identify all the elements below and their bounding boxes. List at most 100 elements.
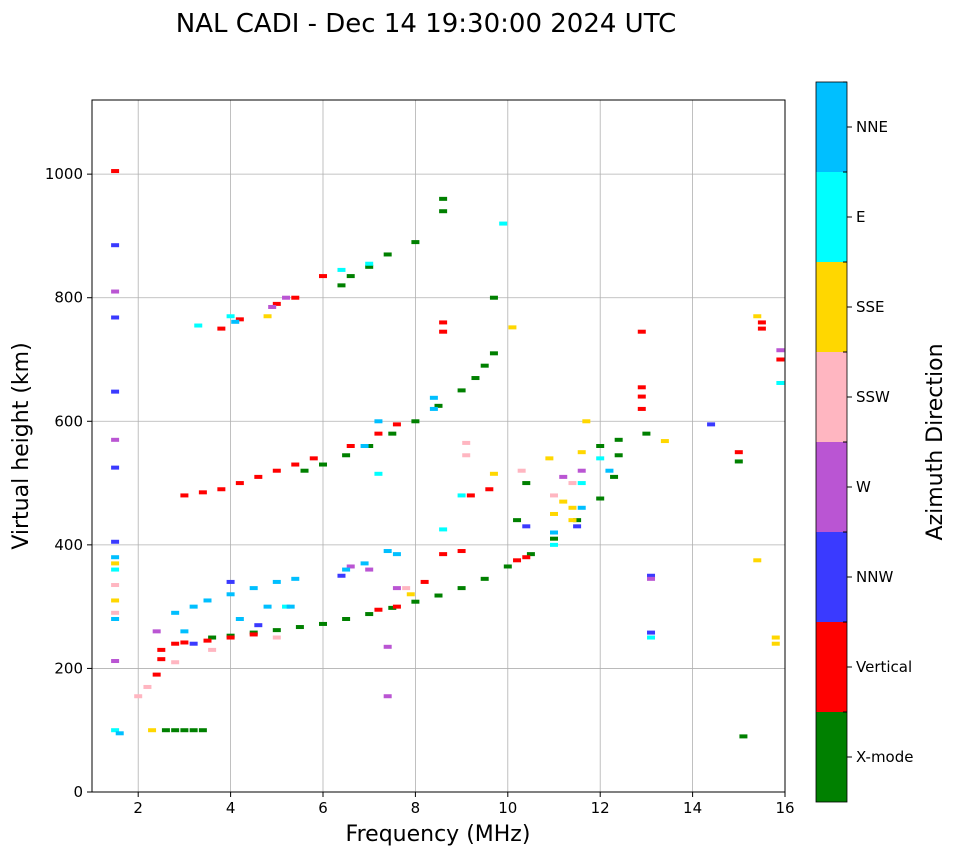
data-point <box>194 323 203 328</box>
data-point <box>614 453 623 458</box>
data-point <box>392 604 401 609</box>
data-point <box>577 505 586 510</box>
data-point <box>189 604 198 609</box>
data-point <box>189 641 198 646</box>
data-point <box>198 490 207 495</box>
data-point <box>392 422 401 427</box>
data-point <box>111 539 120 544</box>
data-point <box>365 261 374 266</box>
data-point <box>235 617 244 621</box>
data-point <box>568 505 577 510</box>
x-tick-label: 2 <box>133 799 143 817</box>
data-point <box>295 625 304 630</box>
data-point <box>208 647 217 652</box>
data-point <box>203 598 212 603</box>
x-tick-label: 4 <box>226 799 236 817</box>
data-point <box>642 431 651 436</box>
data-point <box>360 561 369 566</box>
data-point <box>374 471 383 476</box>
data-point <box>374 419 383 424</box>
data-point <box>111 243 120 248</box>
series-nnw <box>111 243 716 646</box>
y-tick-label: 200 <box>54 659 83 677</box>
x-axis-label: Frequency (MHz) <box>346 822 531 847</box>
data-point <box>411 419 420 424</box>
data-point <box>148 728 157 733</box>
colorbar-segment <box>816 712 847 802</box>
data-point <box>526 552 535 557</box>
data-point <box>610 474 619 479</box>
data-point <box>577 450 586 455</box>
data-point <box>499 221 508 226</box>
data-point <box>466 493 475 498</box>
data-point <box>439 320 448 325</box>
chart-title: NAL CADI - Dec 14 19:30:00 2024 UTC <box>176 9 676 39</box>
colorbar-label-nne: NNE <box>856 118 888 136</box>
data-point <box>457 493 466 498</box>
colorbar-segment <box>816 532 847 622</box>
data-point <box>111 617 120 621</box>
data-point <box>203 638 212 643</box>
data-point <box>111 315 120 320</box>
data-point <box>568 481 577 486</box>
data-point <box>647 635 656 640</box>
data-point <box>545 456 554 461</box>
data-point <box>346 274 355 279</box>
data-point <box>337 283 346 288</box>
data-point <box>503 564 512 569</box>
data-point <box>337 267 346 272</box>
y-tick-label: 400 <box>54 536 83 554</box>
data-point <box>383 694 392 699</box>
data-point <box>439 527 448 532</box>
y-tick-label: 0 <box>73 783 83 801</box>
data-point <box>522 524 531 529</box>
data-point <box>226 592 235 597</box>
data-point <box>272 635 281 640</box>
data-point <box>254 474 263 479</box>
data-point <box>263 604 272 609</box>
data-point <box>420 579 429 584</box>
data-point <box>111 583 120 588</box>
colorbar-segment <box>816 172 847 262</box>
data-point <box>291 462 300 467</box>
data-point <box>319 462 327 467</box>
data-point <box>489 351 498 356</box>
data-point <box>180 640 189 645</box>
data-point <box>342 453 351 458</box>
colorbar-segment <box>816 622 847 712</box>
data-point <box>429 406 438 411</box>
data-point <box>439 209 448 214</box>
data-point <box>434 403 443 408</box>
data-point <box>111 169 120 174</box>
data-point <box>282 604 291 609</box>
data-point <box>309 456 318 461</box>
data-point <box>111 561 120 566</box>
data-point <box>637 385 646 390</box>
data-point <box>171 641 180 646</box>
data-point <box>189 728 198 733</box>
data-point <box>300 468 309 473</box>
data-point <box>180 629 189 634</box>
x-tick-label: 8 <box>411 799 421 817</box>
series-vertical <box>111 169 785 677</box>
data-point <box>757 326 766 331</box>
data-point <box>111 610 120 615</box>
data-point <box>776 380 785 385</box>
data-point <box>272 628 281 633</box>
data-point <box>457 388 466 393</box>
data-point <box>485 487 494 492</box>
data-point <box>508 325 517 330</box>
series-e <box>111 221 785 733</box>
data-point <box>457 586 466 591</box>
data-point <box>647 576 656 581</box>
data-point <box>489 471 498 476</box>
data-point <box>231 319 240 324</box>
data-point <box>180 493 189 498</box>
plot-frame <box>91 99 786 793</box>
data-point <box>605 468 614 473</box>
data-point <box>111 389 120 394</box>
data-point <box>235 481 244 486</box>
colorbar-label: Azimuth Direction <box>923 343 948 540</box>
x-tick-label: 16 <box>775 799 794 817</box>
data-point <box>439 196 448 201</box>
